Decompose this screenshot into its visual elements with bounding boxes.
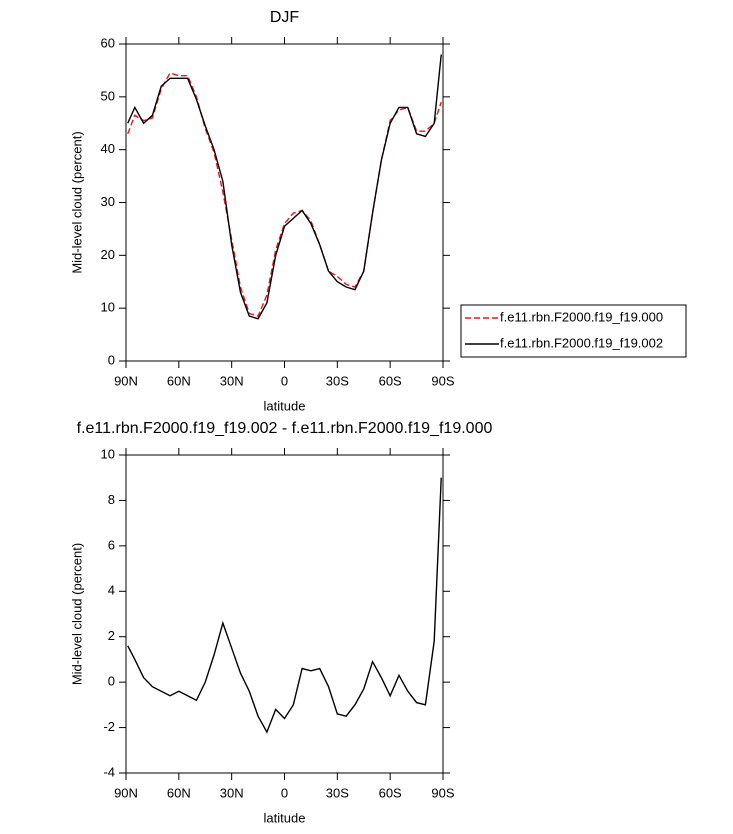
x-tick-label: 90S [431, 785, 454, 800]
x-tick-label: 90N [114, 785, 138, 800]
x-tick-label: 0 [281, 785, 288, 800]
y-tick-label: 4 [108, 583, 115, 598]
chart-title: f.e11.rbn.F2000.f19_f19.002 - f.e11.rbn.… [77, 420, 493, 437]
y-axis-label: Mid-level cloud (percent) [69, 543, 84, 685]
data-line [127, 72, 442, 317]
y-tick-label: 8 [108, 492, 115, 507]
x-tick-label: 60N [167, 785, 191, 800]
x-tick-label: 90N [114, 373, 138, 388]
y-tick-label: 60 [101, 35, 115, 50]
plot-frame [125, 43, 444, 362]
y-tick-label: 30 [101, 194, 115, 209]
y-tick-label: 40 [101, 141, 115, 156]
x-tick-label: 30N [220, 785, 244, 800]
y-tick-label: -4 [103, 764, 115, 779]
y-tick-label: -2 [103, 719, 115, 734]
legend-label: f.e11.rbn.F2000.f19_f19.000 [500, 309, 663, 324]
x-tick-label: 30S [326, 373, 349, 388]
y-tick-label: 2 [108, 628, 115, 643]
x-axis-label: latitude [264, 810, 306, 825]
data-line [127, 477, 442, 734]
y-tick-label: 10 [101, 446, 115, 461]
x-axis-label: latitude [264, 398, 306, 413]
x-tick-label: 0 [281, 373, 288, 388]
y-tick-label: 0 [108, 674, 115, 689]
x-tick-label: 90S [431, 373, 454, 388]
x-tick-label: 30S [326, 785, 349, 800]
legend-box [460, 304, 687, 358]
y-axis-label: Mid-level cloud (percent) [69, 131, 84, 273]
data-line [127, 54, 442, 320]
x-tick-label: 60N [167, 373, 191, 388]
x-tick-label: 60S [379, 373, 402, 388]
y-tick-label: 20 [101, 247, 115, 262]
plot-frame [125, 454, 444, 774]
x-tick-label: 30N [220, 373, 244, 388]
y-tick-label: 50 [101, 88, 115, 103]
y-tick-label: 0 [108, 352, 115, 367]
y-tick-label: 6 [108, 537, 115, 552]
y-tick-label: 10 [101, 300, 115, 315]
x-tick-label: 60S [379, 785, 402, 800]
chart-title: DJF [270, 9, 300, 26]
legend-label: f.e11.rbn.F2000.f19_f19.002 [500, 335, 663, 350]
